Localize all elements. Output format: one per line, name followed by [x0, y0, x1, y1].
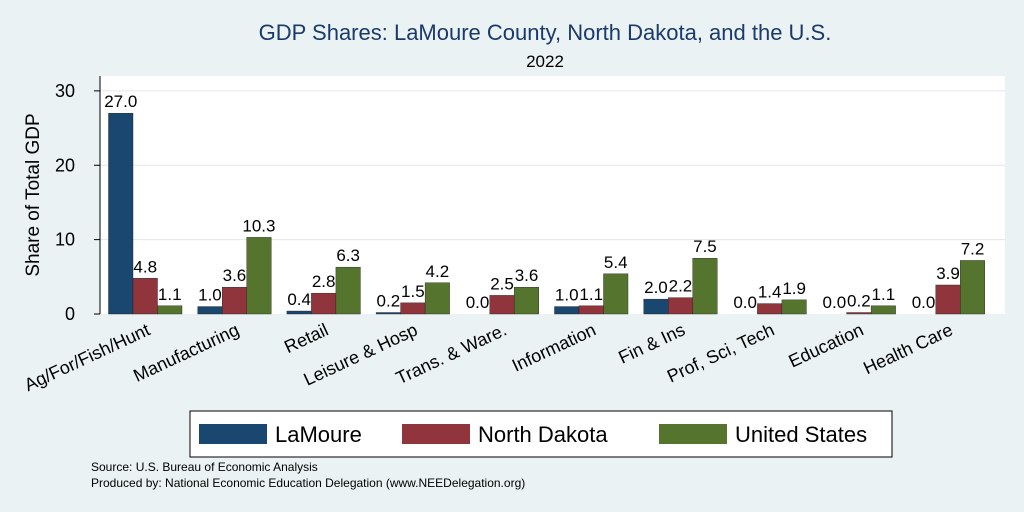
y-axis-label: Share of Total GDP — [23, 113, 44, 276]
bar-united-states — [514, 287, 539, 315]
legend-swatch-united-states — [659, 424, 727, 444]
legend-box — [189, 410, 893, 458]
bar-lamoure — [197, 306, 223, 315]
data-label: 7.5 — [693, 237, 717, 256]
data-label: 0.2 — [377, 292, 401, 311]
bar-north-dakota — [578, 305, 604, 315]
data-label: 1.1 — [579, 285, 603, 304]
y-tick-label: 30 — [55, 81, 75, 101]
y-ticks: 0 10 20 30 — [55, 81, 100, 324]
data-label: 1.4 — [758, 283, 782, 302]
legend-label: North Dakota — [478, 422, 608, 447]
bar-lamoure — [554, 306, 580, 315]
produced-by-note: Produced by: National Economic Education… — [91, 476, 525, 490]
bar-lamoure — [375, 312, 401, 315]
data-label: 1.9 — [782, 279, 806, 298]
y-tick-label: 20 — [55, 155, 75, 175]
y-tick-label: 0 — [65, 304, 75, 324]
data-label: 3.6 — [223, 266, 247, 285]
data-label: 2.2 — [669, 277, 693, 296]
bar-north-dakota — [668, 297, 693, 315]
bar-united-states — [246, 237, 272, 315]
data-label: 4.8 — [133, 257, 157, 276]
bar-north-dakota — [489, 295, 515, 315]
data-label: 3.6 — [515, 266, 539, 285]
data-label: 0.0 — [466, 293, 490, 312]
data-label: 3.9 — [936, 264, 960, 283]
chart-title: GDP Shares: LaMoure County, North Dakota… — [259, 20, 832, 45]
data-label: 27.0 — [104, 92, 137, 111]
bar-united-states — [781, 299, 807, 315]
bar-lamoure — [643, 298, 669, 315]
bar-united-states — [692, 258, 718, 315]
legend: LaMoure North Dakota United States — [189, 410, 893, 458]
data-label: 1.0 — [555, 286, 579, 305]
bar-north-dakota — [935, 284, 961, 315]
bar-united-states — [424, 282, 450, 315]
data-label: 2.8 — [312, 272, 336, 291]
bar-north-dakota — [846, 312, 872, 315]
data-label: 0.0 — [912, 293, 936, 312]
data-label: 10.3 — [242, 216, 275, 235]
legend-label: LaMoure — [275, 422, 362, 447]
data-label: 1.0 — [198, 286, 222, 305]
data-label: 6.3 — [336, 246, 360, 265]
legend-swatch-north-dakota — [402, 424, 470, 444]
bar-north-dakota — [311, 292, 337, 315]
data-labels: 27.04.81.1 1.03.610.30.42.86.30.21.54.20.… — [104, 92, 984, 312]
bar-united-states — [335, 266, 361, 315]
legend-label: United States — [735, 422, 867, 447]
data-label: 7.2 — [961, 239, 985, 258]
bar-north-dakota — [757, 303, 783, 315]
bar-lamoure — [108, 112, 134, 315]
bar-united-states — [603, 273, 629, 315]
bar-united-states — [870, 305, 896, 315]
data-label: 1.1 — [872, 285, 896, 304]
bars — [108, 112, 985, 315]
bar-united-states — [960, 260, 985, 315]
bar-north-dakota — [132, 278, 158, 315]
data-label: 0.4 — [287, 290, 311, 309]
data-label: 0.2 — [847, 292, 871, 311]
data-label: 4.2 — [426, 262, 450, 281]
bar-lamoure — [286, 310, 312, 315]
bar-north-dakota — [221, 287, 247, 315]
source-note: Source: U.S. Bureau of Economic Analysis — [91, 460, 318, 474]
chart-subtitle: 2022 — [526, 52, 564, 71]
data-label: 2.5 — [490, 274, 514, 293]
legend-swatch-lamoure — [199, 424, 267, 444]
y-tick-label: 10 — [55, 230, 75, 250]
data-label: 0.0 — [823, 293, 847, 312]
data-label: 5.4 — [604, 253, 628, 272]
data-label: 1.1 — [158, 285, 182, 304]
data-label: 1.5 — [401, 282, 425, 301]
legend-items: LaMoure North Dakota United States — [199, 422, 867, 447]
data-label: 2.0 — [644, 278, 668, 297]
data-label: 0.0 — [733, 293, 757, 312]
bar-north-dakota — [400, 302, 426, 315]
bar-united-states — [157, 305, 183, 315]
